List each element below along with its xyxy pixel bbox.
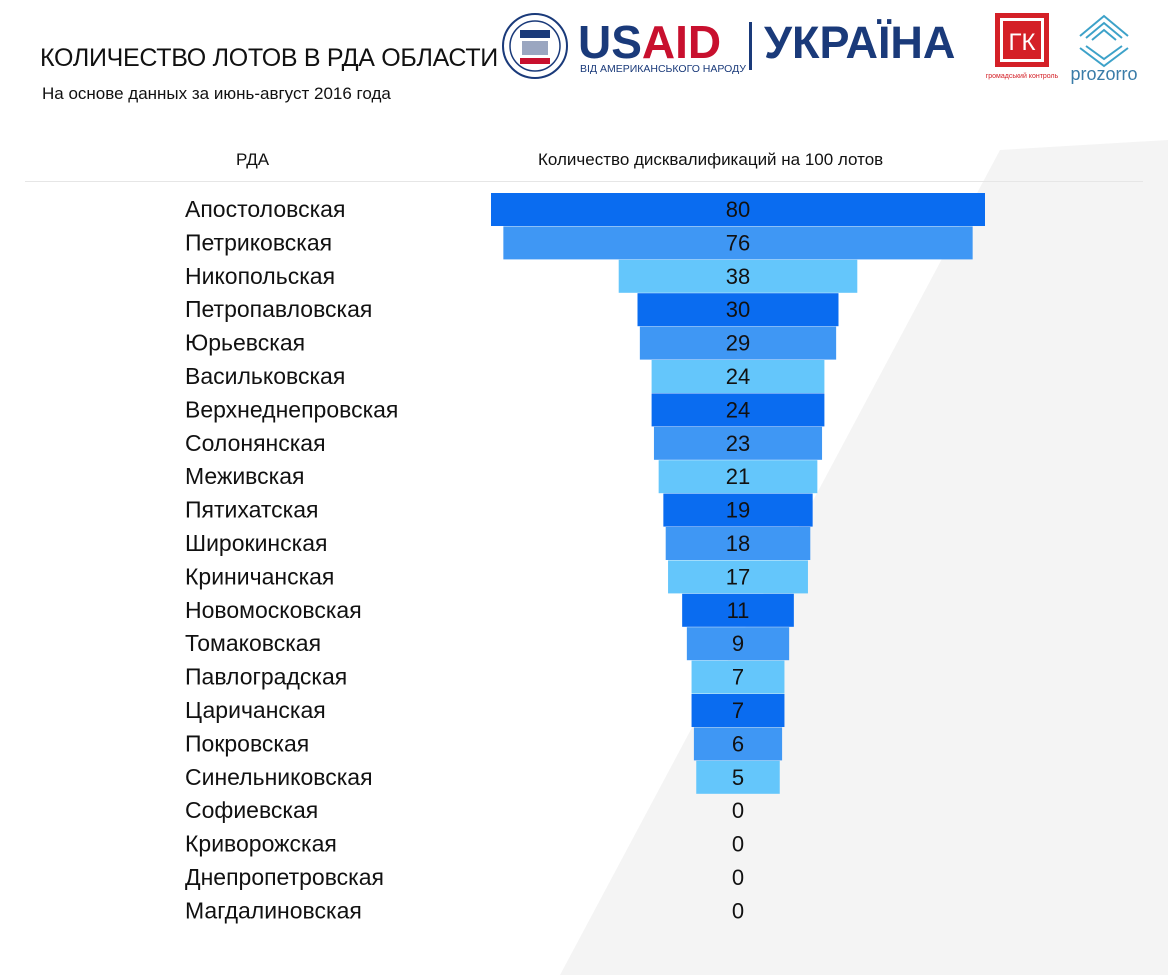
category-label: Томаковская [185,630,321,656]
category-label: Никопольская [185,263,335,289]
category-label: Петропавловская [185,296,372,322]
bar-13 [682,593,794,627]
category-label: Днепропетровская [185,864,384,890]
value-label: 21 [726,464,750,489]
bar-15 [691,660,785,694]
value-label: 23 [726,431,750,456]
value-label: 80 [726,197,750,222]
usaid-subtext: ВІД АМЕРИКАНСЬКОГО НАРОДУ [580,63,746,75]
value-label: 17 [726,564,750,589]
value-label: 0 [732,865,744,890]
value-label: 19 [726,498,750,523]
bar-14 [686,627,790,661]
value-label: 24 [726,364,750,389]
value-label: 7 [732,665,744,690]
bar-1 [491,193,985,226]
usaid-seal-icon [502,13,568,79]
bar-6 [651,360,825,393]
value-label: 30 [726,297,750,322]
gk-subtext: громадський контроль [986,72,1059,80]
value-label: 0 [732,898,744,923]
value-label: 11 [727,598,750,623]
category-label: Пятихатская [185,497,319,523]
value-label: 24 [726,397,750,422]
page-title: КОЛИЧЕСТВО ЛОТОВ В РДА ОБЛАСТИ [40,44,498,72]
category-label: Павлоградская [185,664,347,690]
prozorro-logo: prozorro [1070,14,1138,84]
value-label: 5 [732,765,744,790]
category-label: Васильковская [185,363,345,389]
category-label: Покровская [185,730,309,756]
category-label: Софиевская [185,797,318,823]
bar-9 [658,460,818,494]
category-label: Магдалиновская [185,897,362,923]
value-label: 76 [726,230,750,255]
bar-2 [503,226,973,260]
bar-12 [668,560,808,594]
value-label: 0 [732,798,744,823]
value-label: 18 [726,531,750,556]
prozorro-logo-text: prozorro [1070,64,1137,84]
category-label: Царичанская [185,697,326,723]
bar-5 [639,326,837,360]
value-label: 38 [726,264,750,289]
category-label: Криворожская [185,831,337,857]
bar-3 [618,259,858,293]
value-label: 6 [732,731,744,756]
category-label: Широкинская [185,530,327,556]
column-header-value: Количество дисквалификаций на 100 лотов [538,150,884,169]
category-label: Верхнеднепровская [185,396,398,422]
bar-7 [651,393,825,427]
category-label: Криничанская [185,563,334,589]
category-label: Солонянская [185,430,326,456]
ukraine-logo-text: УКРАЇНА [764,17,955,68]
bar-11 [665,527,811,560]
category-label: Петриковская [185,229,332,255]
bar-16 [691,694,785,727]
header-divider [25,181,1143,182]
bar-8 [653,426,823,460]
bar-10 [663,493,813,527]
partner-logos: USAID ВІД АМЕРИКАНСЬКОГО НАРОДУ УКРАЇНА … [502,13,1138,84]
category-label: Юрьевская [185,330,305,356]
value-label: 29 [726,331,750,356]
value-label: 9 [732,631,744,656]
value-label: 0 [732,832,744,857]
column-header-rda: РДА [236,150,270,169]
gk-logo: ГК громадський контроль [986,13,1059,80]
category-label: Апостоловская [185,196,345,222]
value-label: 7 [732,698,744,723]
bar-18 [696,760,780,794]
category-label: Меживская [185,463,304,489]
prozorro-mark-icon [1079,14,1129,68]
usaid-logo-text: USAID [578,16,721,68]
bar-17 [693,727,783,761]
bar-4 [637,293,839,327]
gk-logo-text: ГК [1009,29,1036,56]
category-label: Синельниковская [185,764,373,790]
category-label: Новомосковская [185,597,362,623]
page-subtitle: На основе данных за июнь-август 2016 год… [42,84,391,103]
